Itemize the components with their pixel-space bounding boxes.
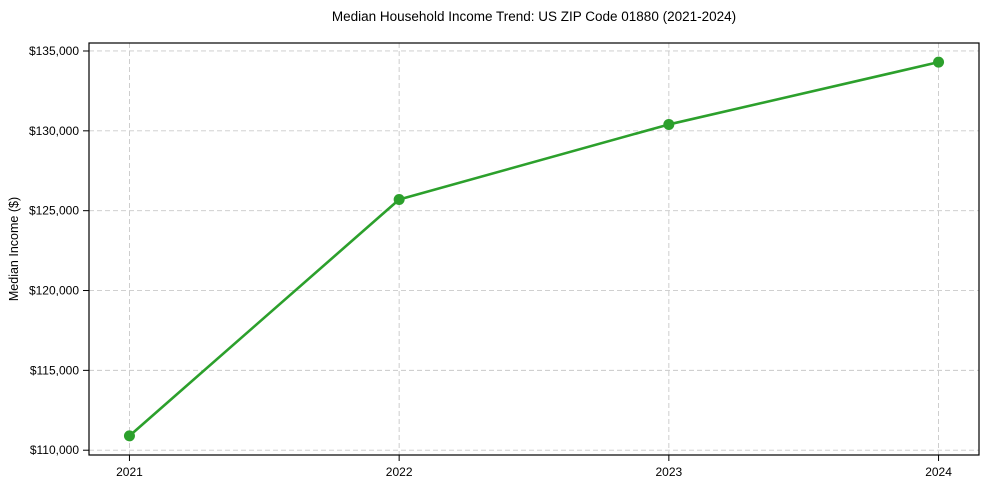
chart-title: Median Household Income Trend: US ZIP Co…	[331, 9, 737, 24]
y-tick-label: $130,000	[29, 124, 79, 138]
data-point-marker	[663, 118, 675, 130]
data-point-marker	[393, 193, 405, 205]
y-tick-label: $135,000	[29, 44, 79, 58]
y-tick-label: $115,000	[30, 363, 79, 377]
data-point-marker	[123, 430, 135, 442]
y-tick-label: $110,000	[30, 443, 79, 457]
x-tick-label: 2024	[925, 465, 952, 479]
x-tick-label: 2023	[655, 465, 682, 479]
y-tick-label: $125,000	[29, 204, 79, 218]
plot-border	[88, 42, 980, 456]
y-tick-label: $120,000	[29, 284, 79, 298]
data-point-marker	[933, 56, 945, 68]
x-tick-label: 2021	[116, 465, 143, 479]
x-tick-label: 2022	[386, 465, 413, 479]
trend-line	[128, 60, 940, 438]
